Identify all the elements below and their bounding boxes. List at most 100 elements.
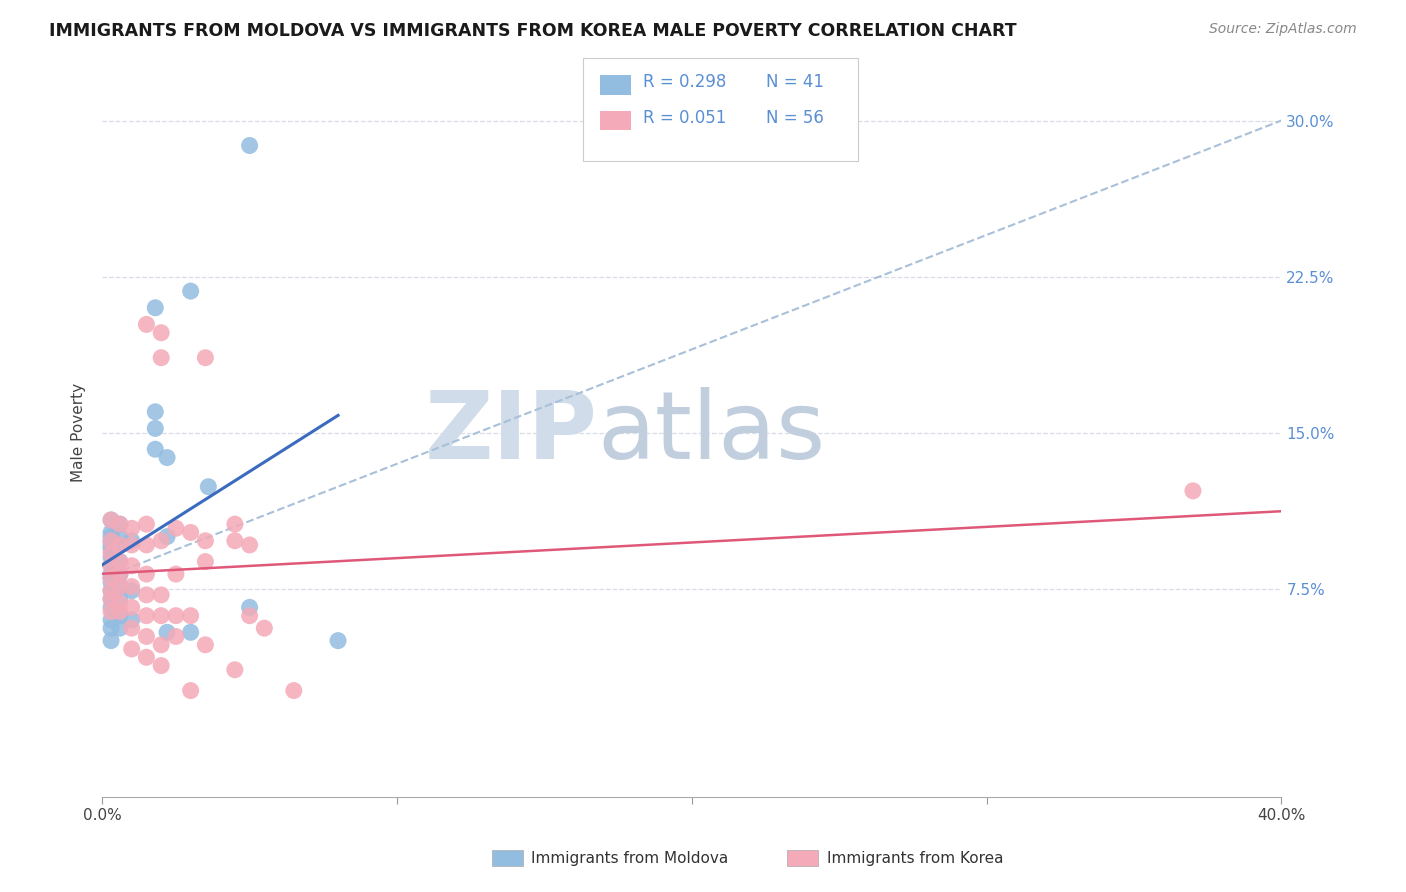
- Point: [100, 571, 122, 585]
- Point: [100, 530, 122, 544]
- Point: [100, 600, 122, 615]
- Point: [150, 588, 173, 602]
- Point: [135, 650, 157, 665]
- Point: [108, 517, 131, 532]
- Point: [283, 683, 305, 698]
- Point: [224, 663, 246, 677]
- Point: [326, 633, 349, 648]
- Point: [100, 533, 122, 548]
- Point: [100, 546, 122, 560]
- Point: [121, 621, 143, 635]
- Point: [150, 351, 173, 365]
- Point: [135, 588, 157, 602]
- Point: [100, 592, 122, 607]
- Point: [194, 351, 217, 365]
- Point: [108, 596, 131, 610]
- Y-axis label: Male Poverty: Male Poverty: [72, 383, 86, 483]
- Point: [108, 605, 131, 619]
- Point: [108, 580, 131, 594]
- Point: [100, 633, 122, 648]
- Point: [239, 538, 262, 552]
- Point: [100, 575, 122, 590]
- Text: R = 0.051: R = 0.051: [643, 109, 725, 127]
- Point: [100, 558, 122, 573]
- Point: [100, 567, 122, 582]
- Point: [100, 542, 122, 557]
- Point: [150, 658, 173, 673]
- Point: [108, 555, 131, 569]
- Point: [100, 513, 122, 527]
- Point: [100, 558, 122, 573]
- Point: [150, 638, 173, 652]
- Point: [165, 567, 187, 582]
- Point: [239, 138, 262, 153]
- Point: [135, 538, 157, 552]
- Point: [121, 533, 143, 548]
- Point: [100, 525, 122, 540]
- Point: [121, 580, 143, 594]
- Point: [121, 538, 143, 552]
- Point: [165, 521, 187, 535]
- Text: atlas: atlas: [598, 386, 825, 479]
- Text: Source: ZipAtlas.com: Source: ZipAtlas.com: [1209, 22, 1357, 37]
- Point: [108, 567, 131, 582]
- Point: [143, 421, 166, 435]
- Point: [108, 517, 131, 532]
- Point: [143, 405, 166, 419]
- Point: [135, 608, 157, 623]
- Text: Immigrants from Moldova: Immigrants from Moldova: [531, 851, 728, 865]
- Point: [239, 600, 262, 615]
- Point: [194, 638, 217, 652]
- Point: [180, 608, 202, 623]
- Point: [100, 592, 122, 607]
- Point: [121, 583, 143, 598]
- Point: [135, 567, 157, 582]
- Point: [100, 538, 122, 552]
- Point: [1181, 483, 1204, 498]
- Point: [108, 555, 131, 569]
- Point: [121, 613, 143, 627]
- Point: [150, 608, 173, 623]
- Point: [135, 318, 157, 332]
- Point: [108, 567, 131, 582]
- Point: [180, 683, 202, 698]
- Point: [165, 608, 187, 623]
- Point: [100, 513, 122, 527]
- Point: [121, 521, 143, 535]
- Point: [224, 533, 246, 548]
- Point: [150, 326, 173, 340]
- Point: [121, 642, 143, 657]
- Point: [100, 550, 122, 565]
- Point: [224, 517, 246, 532]
- Point: [108, 530, 131, 544]
- Point: [156, 625, 179, 640]
- Text: Immigrants from Korea: Immigrants from Korea: [827, 851, 1004, 865]
- Point: [108, 580, 131, 594]
- Point: [100, 605, 122, 619]
- Point: [143, 301, 166, 315]
- Text: IMMIGRANTS FROM MOLDOVA VS IMMIGRANTS FROM KOREA MALE POVERTY CORRELATION CHART: IMMIGRANTS FROM MOLDOVA VS IMMIGRANTS FR…: [49, 22, 1017, 40]
- Point: [135, 630, 157, 644]
- Point: [156, 450, 179, 465]
- Point: [108, 608, 131, 623]
- Point: [180, 625, 202, 640]
- Point: [121, 600, 143, 615]
- Point: [180, 525, 202, 540]
- Point: [108, 621, 131, 635]
- Point: [121, 558, 143, 573]
- Point: [180, 284, 202, 298]
- Point: [165, 630, 187, 644]
- Point: [108, 592, 131, 607]
- Point: [100, 583, 122, 598]
- Point: [194, 555, 217, 569]
- Point: [108, 538, 131, 552]
- Point: [100, 613, 122, 627]
- Text: R = 0.298: R = 0.298: [643, 73, 725, 91]
- Point: [143, 442, 166, 457]
- Point: [135, 517, 157, 532]
- Point: [253, 621, 276, 635]
- Point: [100, 583, 122, 598]
- Text: N = 41: N = 41: [766, 73, 824, 91]
- Point: [156, 530, 179, 544]
- Point: [108, 538, 131, 552]
